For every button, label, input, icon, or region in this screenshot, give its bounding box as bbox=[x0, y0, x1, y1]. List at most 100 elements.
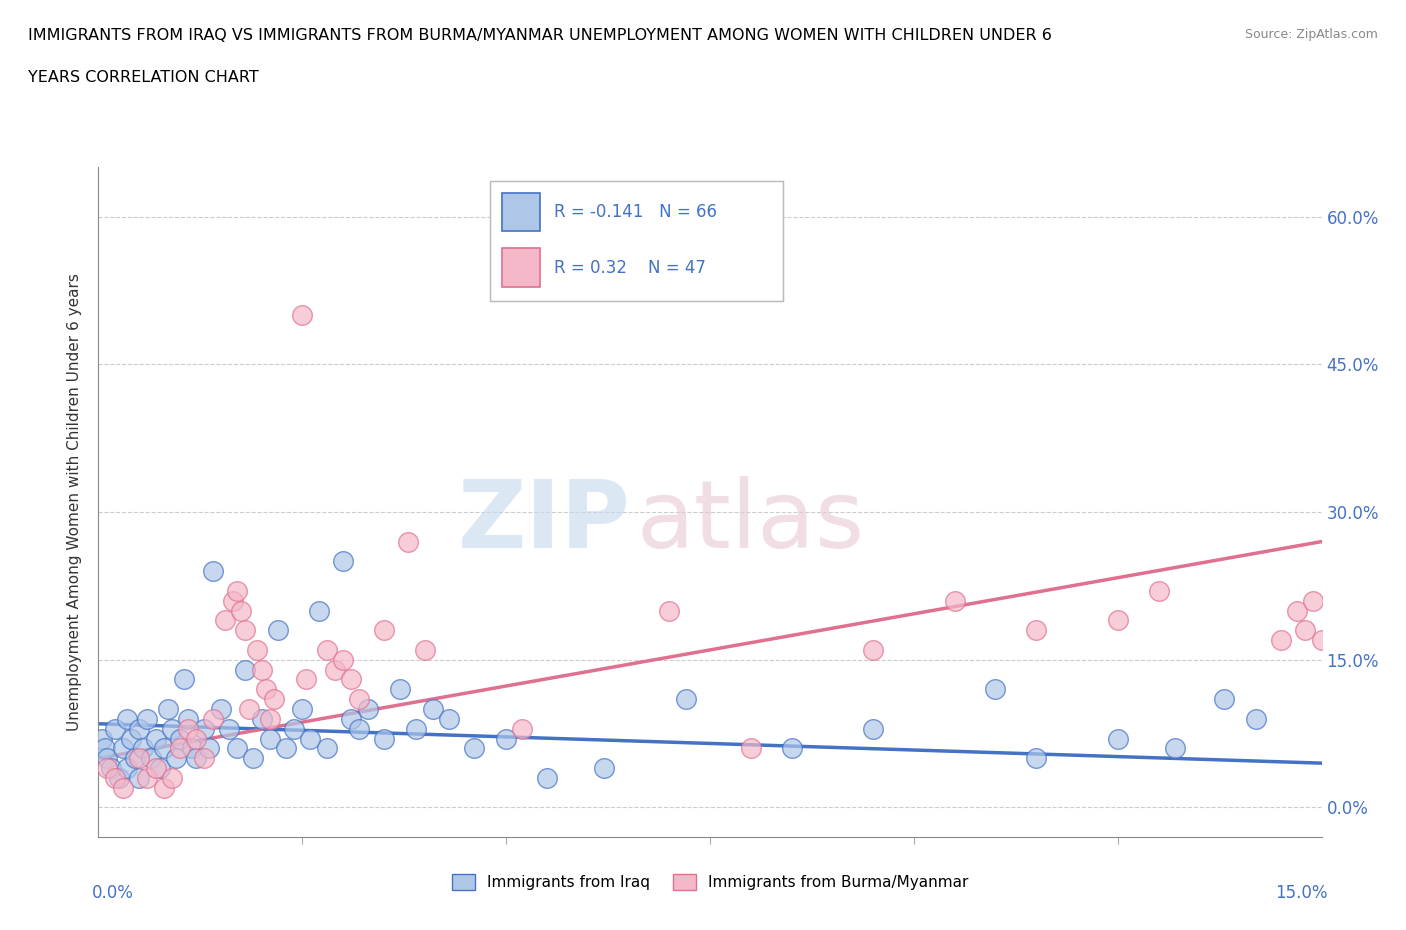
Text: atlas: atlas bbox=[637, 476, 865, 568]
Point bbox=[197, 741, 219, 756]
Point bbox=[943, 593, 966, 608]
Point bbox=[246, 643, 269, 658]
Point bbox=[254, 682, 277, 697]
Point bbox=[96, 751, 118, 765]
Point bbox=[177, 722, 200, 737]
Point bbox=[1246, 711, 1268, 726]
Point bbox=[1286, 603, 1309, 618]
Point bbox=[1164, 741, 1187, 756]
Point bbox=[340, 672, 363, 687]
Point bbox=[160, 722, 183, 737]
Point bbox=[495, 731, 517, 746]
Text: 15.0%: 15.0% bbox=[1275, 884, 1327, 902]
Point bbox=[132, 741, 155, 756]
Point bbox=[1107, 613, 1129, 628]
Point bbox=[1310, 632, 1333, 647]
Point bbox=[222, 593, 245, 608]
Point bbox=[108, 770, 131, 785]
Point bbox=[332, 652, 354, 667]
Point bbox=[332, 554, 354, 569]
Point bbox=[181, 741, 204, 756]
Point bbox=[323, 662, 346, 677]
Point bbox=[186, 751, 208, 765]
Text: YEARS CORRELATION CHART: YEARS CORRELATION CHART bbox=[28, 70, 259, 85]
Point bbox=[160, 770, 183, 785]
Point bbox=[437, 711, 460, 726]
Point bbox=[120, 731, 142, 746]
Point bbox=[356, 701, 378, 716]
Text: IMMIGRANTS FROM IRAQ VS IMMIGRANTS FROM BURMA/MYANMAR UNEMPLOYMENT AMONG WOMEN W: IMMIGRANTS FROM IRAQ VS IMMIGRANTS FROM … bbox=[28, 28, 1052, 43]
Point bbox=[536, 770, 558, 785]
Point bbox=[267, 623, 290, 638]
Point bbox=[308, 603, 330, 618]
Point bbox=[396, 534, 419, 549]
Point bbox=[291, 308, 314, 323]
Point bbox=[96, 761, 118, 776]
Point bbox=[233, 623, 256, 638]
Point bbox=[152, 741, 174, 756]
Point bbox=[349, 692, 371, 707]
Point bbox=[214, 613, 236, 628]
Point bbox=[299, 731, 322, 746]
Point bbox=[173, 672, 195, 687]
Point bbox=[169, 741, 191, 756]
Point bbox=[675, 692, 697, 707]
Point bbox=[152, 780, 174, 795]
Point bbox=[104, 770, 127, 785]
Point bbox=[250, 662, 273, 677]
Point bbox=[259, 711, 281, 726]
Point bbox=[115, 761, 138, 776]
Point bbox=[512, 722, 534, 737]
Point bbox=[658, 603, 681, 618]
Point bbox=[373, 623, 395, 638]
Point bbox=[405, 722, 427, 737]
Point bbox=[136, 711, 159, 726]
Point bbox=[780, 741, 803, 756]
Point bbox=[984, 682, 1007, 697]
Point bbox=[1294, 623, 1316, 638]
Point bbox=[91, 731, 114, 746]
Point bbox=[149, 761, 172, 776]
Point bbox=[111, 741, 134, 756]
Legend: Immigrants from Iraq, Immigrants from Burma/Myanmar: Immigrants from Iraq, Immigrants from Bu… bbox=[446, 868, 974, 897]
Point bbox=[209, 701, 232, 716]
Point bbox=[242, 751, 264, 765]
Point bbox=[128, 722, 150, 737]
Point bbox=[315, 741, 337, 756]
Point bbox=[233, 662, 256, 677]
Point bbox=[231, 603, 253, 618]
Point bbox=[201, 564, 224, 578]
Point bbox=[422, 701, 444, 716]
Point bbox=[340, 711, 363, 726]
Point bbox=[169, 731, 191, 746]
Point bbox=[413, 643, 436, 658]
Point bbox=[1212, 692, 1234, 707]
Point bbox=[315, 643, 337, 658]
Point bbox=[111, 780, 134, 795]
Point bbox=[593, 761, 616, 776]
Point bbox=[145, 731, 167, 746]
Point bbox=[128, 751, 150, 765]
Text: 0.0%: 0.0% bbox=[93, 884, 134, 902]
Point bbox=[1147, 583, 1170, 598]
Point bbox=[238, 701, 260, 716]
Point bbox=[201, 711, 224, 726]
Point bbox=[463, 741, 485, 756]
Point bbox=[100, 761, 122, 776]
Point bbox=[226, 741, 249, 756]
Text: ZIP: ZIP bbox=[457, 476, 630, 568]
Point bbox=[104, 722, 127, 737]
Point bbox=[263, 692, 285, 707]
Point bbox=[165, 751, 187, 765]
Point bbox=[186, 731, 208, 746]
Y-axis label: Unemployment Among Women with Children Under 6 years: Unemployment Among Women with Children U… bbox=[67, 273, 83, 731]
Point bbox=[259, 731, 281, 746]
Point bbox=[389, 682, 412, 697]
Point bbox=[1025, 751, 1047, 765]
Point bbox=[1107, 731, 1129, 746]
Point bbox=[295, 672, 318, 687]
Point bbox=[128, 770, 150, 785]
Point bbox=[274, 741, 297, 756]
Point bbox=[1025, 623, 1047, 638]
Point bbox=[862, 643, 884, 658]
